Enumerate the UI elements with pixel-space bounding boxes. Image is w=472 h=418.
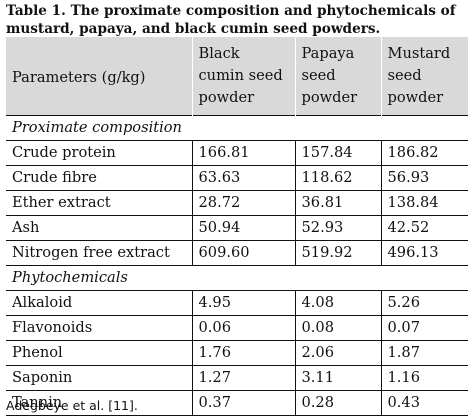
value-cell: 50.94 [192,215,296,241]
table-row: Tannin 0.37 0.28 0.43 [6,390,468,416]
value-cell: 609.60 [192,240,296,266]
value-cell: 2.06 [295,340,382,366]
value-cell: 36.81 [295,190,382,216]
table-row: Crude fibre 63.63 118.62 56.93 [6,165,468,191]
section-title: Phytochemicals [6,265,468,291]
value-cell: 42.52 [381,215,468,241]
value-cell: 0.08 [295,315,382,341]
table-container: Parameters (g/kg) Black cumin seed powde… [6,37,468,416]
value-cell: 3.11 [295,365,382,391]
value-cell: 0.37 [192,390,296,416]
value-cell: 157.84 [295,140,382,166]
value-cell: 28.72 [192,190,296,216]
value-cell: 496.13 [381,240,468,266]
value-cell: 4.95 [192,290,296,316]
header-papaya: Papaya seed powder [295,37,382,115]
value-cell: 1.76 [192,340,296,366]
value-cell: 186.82 [381,140,468,166]
value-cell: 1.27 [192,365,296,391]
section-title: Proximate composition [6,114,468,141]
table-row: Saponin 1.27 3.11 1.16 [6,365,468,391]
table-row: Phenol 1.76 2.06 1.87 [6,340,468,366]
table-row: Ether extract 28.72 36.81 138.84 [6,190,468,216]
value-cell: 118.62 [295,165,382,191]
table-caption: Table 1. The proximate composition and p… [6,3,456,37]
row-parameter-cell: Saponin [6,365,193,391]
row-parameter-cell: Nitrogen free extract [6,240,193,266]
value-cell: 166.81 [192,140,296,166]
header-parameters: Parameters (g/kg) [6,37,193,115]
table-body: Proximate composition Crude protein 166.81… [6,114,468,416]
table-row: Crude protein 166.81 157.84 186.82 [6,140,468,166]
value-cell: 0.28 [295,390,382,416]
table-header-row: Parameters (g/kg) Black cumin seed powde… [6,37,468,115]
row-parameter-cell: Crude protein [6,140,193,166]
row-parameter-cell: Phenol [6,340,193,366]
header-mustard: Mustard seed powder [387,44,451,106]
table-row: Alkaloid 4.95 4.08 5.26 [6,290,468,316]
row-parameter-cell: Flavonoids [6,315,193,341]
value-cell: 4.08 [295,290,382,316]
table-row: Ash 50.94 52.93 42.52 [6,215,468,241]
value-cell: 1.87 [381,340,468,366]
row-parameter-cell: Crude fibre [6,165,193,191]
value-cell: 5.26 [381,290,468,316]
value-cell: 1.16 [381,365,468,391]
table-row: Nitrogen free extract 609.60 519.92 496.13 [6,240,468,266]
proximate-phytochemicals-table: Parameters (g/kg) Black cumin seed powde… [6,37,468,416]
value-cell: 0.07 [381,315,468,341]
value-cell: 138.84 [381,190,468,216]
header-black-cumin: Black cumin seed powder [192,37,296,115]
row-parameter-cell: Ether extract [6,190,193,216]
value-cell: 519.92 [295,240,382,266]
value-cell: 0.43 [381,390,468,416]
value-cell: 63.63 [192,165,296,191]
value-cell: 56.93 [381,165,468,191]
source-citation: Adegbeye et al. [11]. [6,398,138,413]
row-parameter-cell: Tannin [6,390,193,416]
value-cell: 52.93 [295,215,382,241]
table-row: Flavonoids 0.06 0.08 0.07 [6,315,468,341]
row-parameter-cell: Ash [6,215,193,241]
section-header-row: Proximate composition [6,114,468,141]
value-cell: 0.06 [192,315,296,341]
section-header-row: Phytochemicals [6,265,468,291]
row-parameter-cell: Alkaloid [6,290,193,316]
